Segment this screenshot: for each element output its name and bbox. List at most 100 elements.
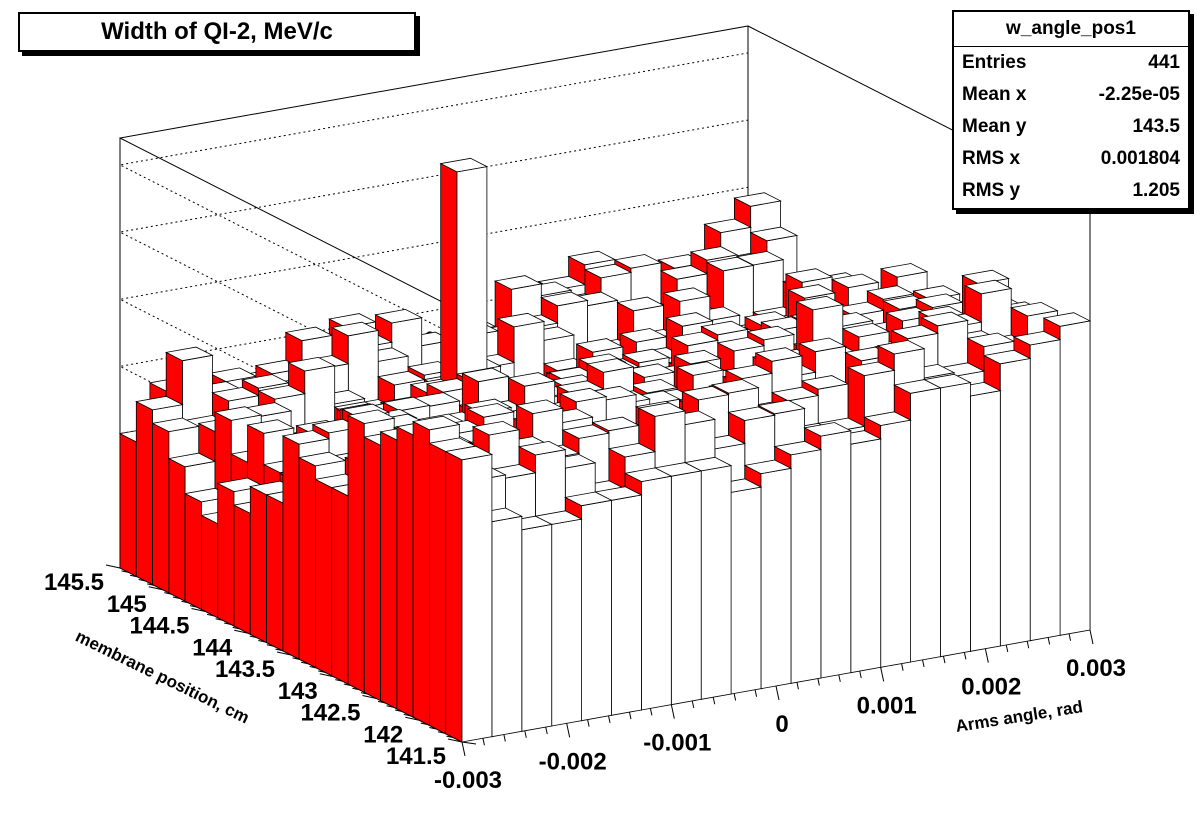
bar-top [151,417,201,433]
x-tick-label: -0.001 [643,730,711,757]
bar-top [893,379,942,394]
x-tick [691,700,695,709]
bar-top [374,308,423,324]
bar-top [982,349,1032,365]
y-tick [360,692,369,695]
bar-top [1042,312,1092,327]
bar-top [735,250,785,266]
x-tick [649,708,653,716]
bar-front [1059,320,1091,636]
bar-side [396,426,414,718]
y-tick [148,586,163,591]
y-tick-label: 143.5 [215,656,275,683]
bar-top [700,320,749,336]
bar-front [641,475,672,711]
bar-top [830,273,880,289]
y-tick-label: 143 [278,678,318,705]
bar-top [795,295,845,311]
bar-top [914,293,964,308]
bar-side [119,432,137,577]
bar-top [515,399,564,415]
x-tick-label: -0.003 [434,767,502,794]
bar-top [710,379,760,394]
x-tick [482,738,485,746]
y-tick [232,626,240,630]
bar-top [297,451,347,467]
bar-top [439,157,489,173]
bar-side [233,504,251,635]
x-tick [461,741,466,757]
bar-top [507,372,556,387]
bar-top [561,424,611,439]
y-tick [437,731,446,734]
lego-plot: 1.051.11.151.21.251.3-0.003-0.002-0.0010… [44,25,1126,794]
bar-top [621,348,671,364]
bar-top [583,263,633,279]
x-tick [670,704,675,719]
bar-top [411,415,461,431]
bar-top [382,396,431,412]
stats-name: w_angle_pos1 [954,12,1188,47]
y-tick [234,629,249,634]
x-tick [754,689,758,697]
bar-top [733,192,782,207]
x-tick-label: -0.002 [539,748,607,775]
bar-top [773,440,823,456]
bar-top [966,332,1016,348]
y-tick [405,716,420,721]
y-tick [447,738,463,743]
bar-top [287,356,336,372]
x-tick [712,697,716,705]
canvas: 1.051.11.151.21.251.3-0.003-0.002-0.0010… [8,6,1194,808]
x-tick [503,734,506,742]
bar-top [167,452,217,468]
bar-top [743,459,793,475]
x-tick [901,663,904,671]
lego-bar [444,445,494,743]
y-tick [395,709,403,713]
bar-side [249,485,268,644]
bar-top [703,218,752,234]
y-tick [147,583,155,586]
bar-top [716,336,766,352]
bar-top [689,246,739,261]
y-tick [206,613,215,617]
bar-top [493,275,543,290]
bar-top [241,374,290,389]
x-tick [984,648,989,663]
x-tick-label: 0 [775,711,788,738]
x-tick [1026,641,1030,649]
y-tick [403,713,411,717]
bar-top [466,403,516,418]
bar-top [376,370,426,386]
stats-row-mean-x: Mean x -2.25e-05 [962,84,1180,105]
bar-front [730,486,762,695]
bar-top [673,349,722,365]
bar-top [281,430,331,445]
bar-side [200,514,219,619]
y-tick [275,648,283,652]
bar-top [591,416,641,432]
bar-top [558,387,608,403]
bar-top [1009,301,1059,317]
bar-top [675,361,725,376]
bar-top [623,467,673,483]
bar-top [246,419,296,434]
bar-front [611,494,642,716]
bar-front [461,454,493,743]
bar-top [637,402,687,417]
bar-side [445,450,463,743]
y-tick [420,722,428,726]
bar-top [330,321,380,337]
bar-top [564,491,613,507]
y-tick [181,600,189,604]
bar-side [217,482,235,627]
bar-top [770,386,820,402]
bar-top [754,347,804,362]
y-tick [335,679,343,682]
y-tick-label: 144 [192,634,233,661]
bar-top [757,399,806,415]
bar-top [863,411,912,426]
bar-top [471,420,521,436]
stats-row-rms-x: RMS x 0.001804 [962,148,1180,169]
